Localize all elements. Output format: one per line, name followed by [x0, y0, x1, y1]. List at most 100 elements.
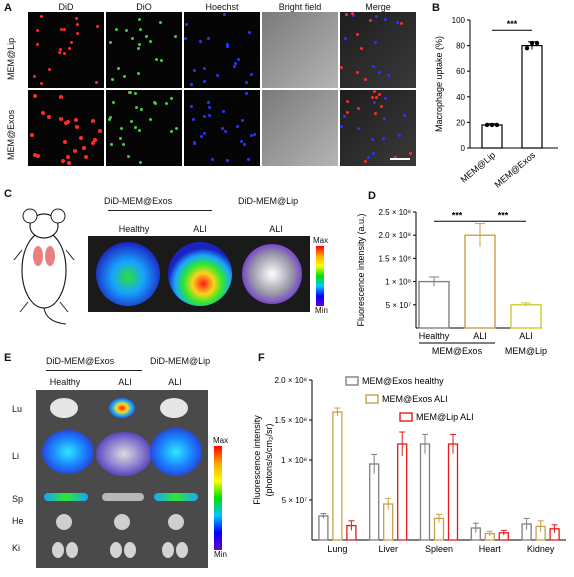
- cell-signal-dot: [346, 100, 349, 103]
- y-tick-label: 1.5 × 10⁸: [378, 254, 411, 263]
- significance-label: ***: [498, 210, 509, 220]
- cell-signal-dot: [33, 94, 37, 98]
- cell-signal-dot: [224, 130, 227, 133]
- cell-signal-dot: [119, 137, 122, 140]
- cell-signal-dot: [364, 160, 367, 163]
- cell-signal-dot: [59, 117, 63, 121]
- cell-signal-dot: [40, 82, 43, 85]
- cell-signal-dot: [109, 116, 112, 119]
- cell-signal-dot: [403, 114, 406, 117]
- cell-signal-dot: [75, 125, 79, 129]
- cell-signal-dot: [367, 156, 370, 159]
- y-tick-label: 0: [461, 144, 466, 153]
- cell-signal-dot: [245, 92, 248, 95]
- cell-signal-dot: [138, 18, 141, 21]
- cell-signal-dot: [91, 119, 95, 123]
- cell-signal-dot: [64, 121, 68, 125]
- cell-signal-dot: [203, 80, 206, 83]
- cell-signal-dot: [371, 96, 374, 99]
- bar-ali-2: [510, 304, 542, 329]
- cell-signal-dot: [378, 71, 381, 74]
- cell-signal-dot: [356, 33, 359, 36]
- x-tick-label-ali: ALI: [473, 331, 487, 341]
- legend-swatch-mem-exos-healthy: [345, 376, 359, 386]
- colorbar-min-e: Min: [214, 550, 227, 559]
- cell-signal-dot: [58, 51, 61, 54]
- cell-signal-dot: [184, 37, 187, 40]
- cell-signal-dot: [131, 37, 134, 40]
- cell-signal-dot: [373, 101, 376, 104]
- data-point: [494, 122, 500, 128]
- y-axis-label: Fluorescence intensity: [252, 415, 262, 505]
- cell-signal-dot: [343, 115, 346, 118]
- cell-signal-dot: [345, 13, 348, 16]
- x-tick-label-mem-exos: MEM@Exos: [492, 150, 537, 188]
- cell-signal-dot: [369, 19, 372, 22]
- y-tick-label: 2.0 × 10⁸: [274, 376, 307, 385]
- y-tick-label: 80: [456, 42, 465, 51]
- y-tick-label: 5 × 10⁷: [386, 301, 411, 310]
- cell-signal-dot: [139, 28, 142, 31]
- cell-signal-dot: [36, 154, 40, 158]
- cell-signal-dot: [192, 118, 195, 121]
- cell-signal-dot: [63, 52, 66, 55]
- panel-label-d: D: [368, 190, 376, 202]
- cell-signal-dot: [387, 74, 390, 77]
- mouse-illustration: [13, 208, 75, 325]
- scale-bar: [390, 158, 410, 160]
- data-point: [489, 122, 495, 128]
- panel-label-c: C: [4, 188, 12, 200]
- panel-label-b: B: [432, 2, 440, 14]
- micrograph-mem-exos-merge: [340, 90, 416, 166]
- header-did-mem-lip-c: DiD-MEM@Lip: [238, 196, 299, 206]
- cell-signal-dot: [40, 15, 43, 18]
- y-tick-label: 40: [456, 93, 465, 102]
- cell-signal-dot: [36, 29, 39, 32]
- row-label-mem-lip: MEM@Lip: [6, 37, 16, 80]
- cell-signal-dot: [82, 146, 86, 150]
- y-tick-label: 1 × 10⁸: [385, 278, 411, 287]
- cell-signal-dot: [240, 140, 243, 143]
- cell-signal-dot: [108, 118, 111, 121]
- cell-signal-dot: [371, 138, 374, 141]
- cell-signal-dot: [372, 65, 375, 68]
- cell-signal-dot: [400, 22, 403, 25]
- cell-signal-dot: [36, 43, 39, 46]
- cell-signal-dot: [352, 14, 355, 17]
- cell-signal-dot: [60, 28, 63, 31]
- cell-signal-dot: [221, 127, 224, 130]
- cell-signal-dot: [48, 68, 51, 71]
- legend-swatch-mem-lip-ali: [399, 412, 413, 422]
- cell-signal-dot: [226, 45, 229, 48]
- cell-signal-dot: [149, 40, 152, 43]
- cell-signal-dot: [61, 159, 65, 163]
- group-label-mem-exos: MEM@Exos: [432, 346, 483, 356]
- cell-signal-dot: [137, 72, 140, 75]
- column-header-dio: DiO: [136, 2, 152, 12]
- cell-signal-dot: [112, 101, 115, 104]
- cell-signal-dot: [253, 133, 256, 136]
- x-tick-label-liver: Liver: [378, 544, 398, 554]
- cell-signal-dot: [185, 23, 188, 26]
- bar-mem-lip-ali-spleen: [447, 443, 459, 541]
- cell-signal-dot: [130, 120, 133, 123]
- y-axis-label: Fluorescence intensity (a.u.): [356, 213, 366, 326]
- cell-signal-dot: [374, 41, 377, 44]
- micrograph-mem-lip-did: [28, 12, 104, 88]
- x-tick-label-spleen: Spleen: [425, 544, 453, 554]
- micrograph-mem-exos-hoechst: [184, 90, 260, 166]
- cell-signal-dot: [170, 130, 173, 133]
- cell-signal-dot: [223, 13, 226, 16]
- cell-signal-dot: [170, 97, 173, 100]
- cell-signal-dot: [203, 67, 206, 70]
- header-did-mem-exos-e: DiD-MEM@Exos: [46, 356, 115, 366]
- cell-signal-dot: [351, 12, 354, 15]
- bar-healthy-0: [418, 280, 450, 329]
- column-header-did: DiD: [58, 2, 74, 12]
- colorbar-min-c: Min: [315, 306, 328, 315]
- micrograph-mem-exos-bright-field: [262, 90, 338, 166]
- cell-signal-dot: [111, 78, 114, 81]
- ivis-lung-image: [88, 236, 310, 312]
- cell-signal-dot: [174, 35, 177, 38]
- cell-signal-dot: [208, 106, 211, 109]
